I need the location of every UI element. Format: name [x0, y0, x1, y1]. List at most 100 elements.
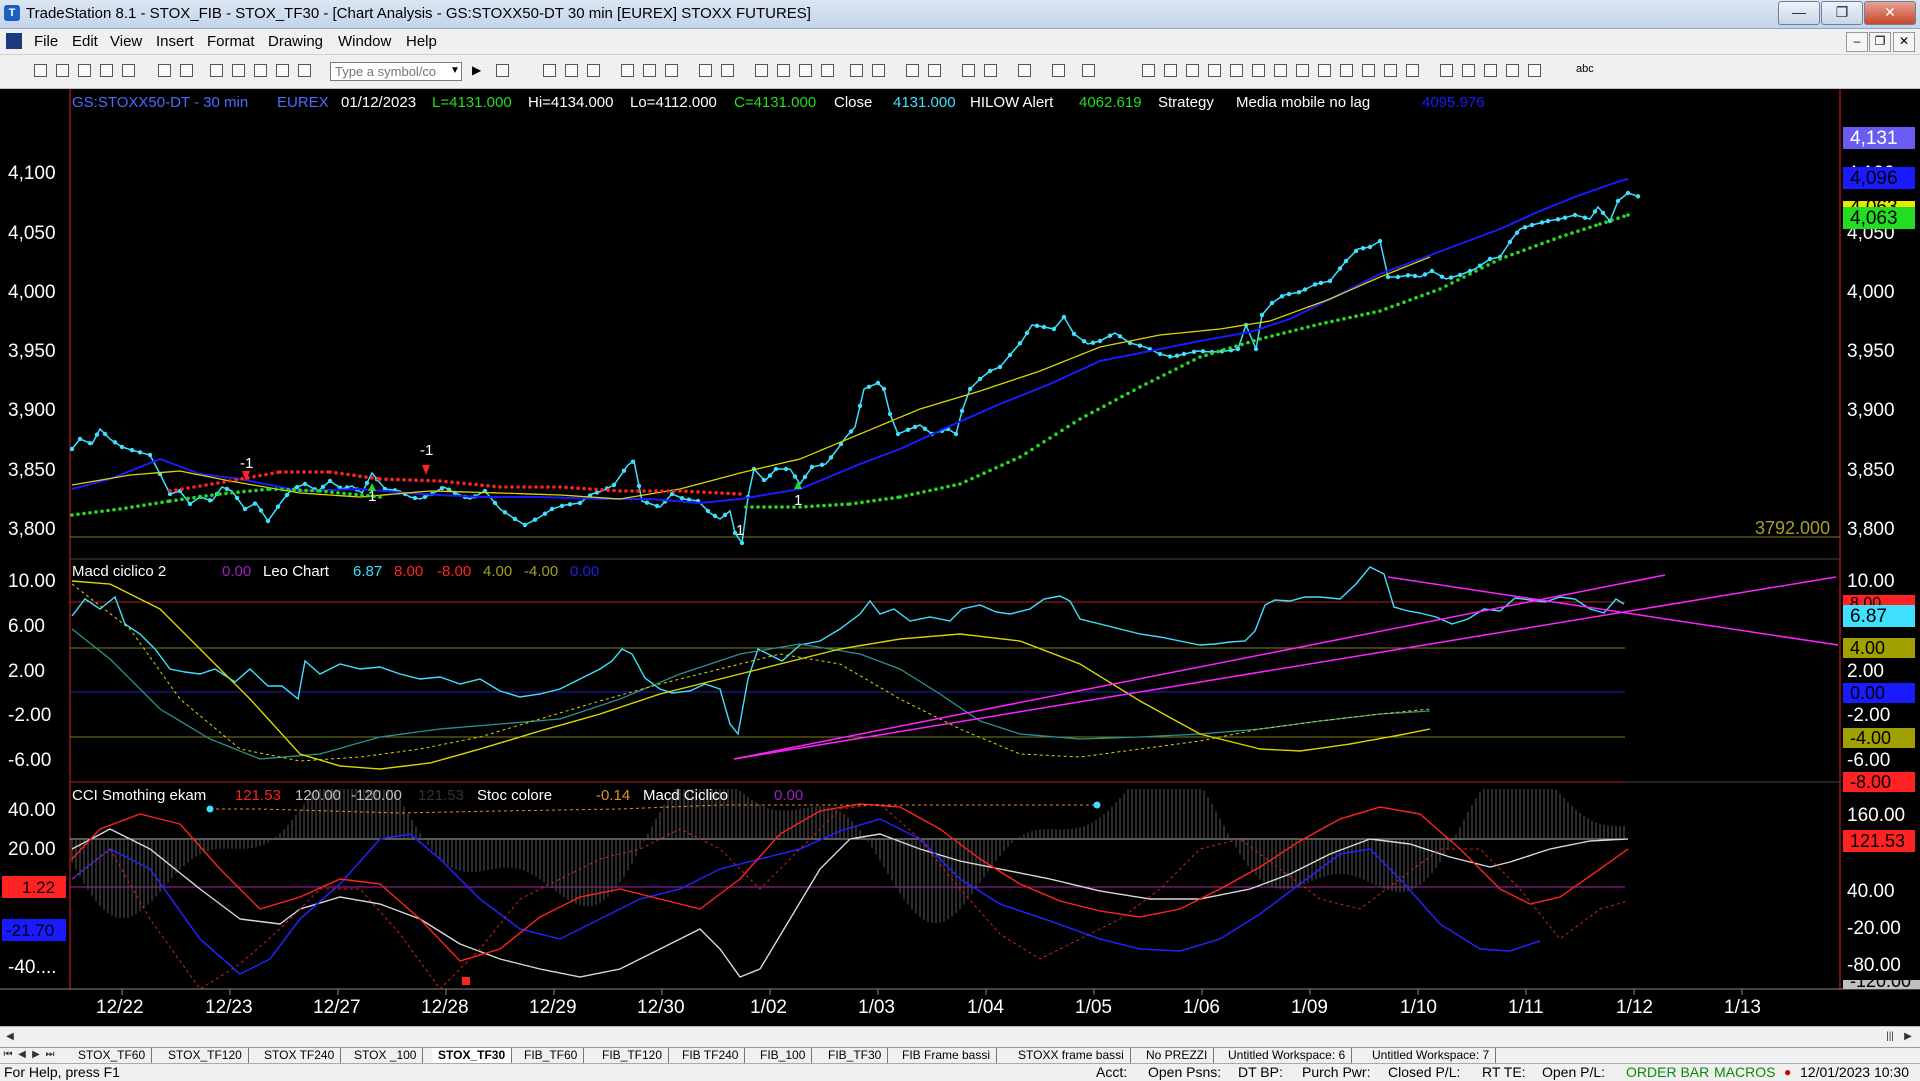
status-macros[interactable]: MACROS	[1714, 1064, 1776, 1080]
hline-icon[interactable]	[1164, 64, 1177, 77]
status-order-bar[interactable]: ORDER BAR	[1626, 1064, 1710, 1080]
vline-icon[interactable]	[1186, 64, 1199, 77]
line-chart-icon[interactable]	[799, 64, 812, 77]
symbol-input[interactable]	[330, 62, 462, 81]
symbol-dropdown-icon[interactable]: ▼	[450, 65, 460, 76]
tab-stox-100[interactable]: STOX _100	[348, 1048, 424, 1063]
tools-icon[interactable]	[276, 64, 289, 77]
bar-chart-icon[interactable]	[755, 64, 768, 77]
mdi-close-button[interactable]: ✕	[1893, 32, 1915, 52]
bar-spacing-icon[interactable]	[850, 64, 863, 77]
tab-first-icon[interactable]: ⏮	[3, 1049, 13, 1060]
text-tool-icon[interactable]: abc	[1576, 63, 1594, 75]
tab-fib-frame-bassi[interactable]: FIB Frame bassi	[896, 1048, 998, 1063]
scanner-icon[interactable]	[643, 64, 656, 77]
insert-indicator-icon[interactable]	[984, 64, 997, 77]
news-icon[interactable]	[721, 64, 734, 77]
optionstation-icon[interactable]	[621, 64, 634, 77]
tab-prev-icon[interactable]: ◀	[18, 1049, 26, 1060]
mdi-minimize-button[interactable]: –	[1846, 32, 1868, 52]
save-all-icon[interactable]	[100, 64, 113, 77]
scroll-left-icon[interactable]: ◀	[6, 1031, 14, 1042]
menu-view[interactable]: View	[110, 33, 143, 50]
trendline-icon[interactable]	[1142, 64, 1155, 77]
scroll-right-icon[interactable]: ▶	[1904, 1031, 1912, 1042]
tab-untitled-6[interactable]: Untitled Workspace: 6	[1222, 1048, 1353, 1063]
new-icon[interactable]	[34, 64, 47, 77]
tab-fib-100[interactable]: FIB_100	[754, 1048, 813, 1063]
maximize-button[interactable]: ❐	[1821, 1, 1863, 25]
timeline-icon[interactable]	[1406, 64, 1419, 77]
go-arrow-icon[interactable]: ▶	[472, 63, 482, 77]
matrix-icon[interactable]	[587, 64, 600, 77]
menu-file[interactable]: File	[34, 33, 59, 50]
candle-icon[interactable]	[777, 64, 790, 77]
andrews-icon[interactable]	[1362, 64, 1375, 77]
price-bar	[654, 503, 660, 509]
tab-stox-tf240[interactable]: STOX TF240	[258, 1048, 342, 1063]
tab-fib-tf240[interactable]: FIB TF240	[676, 1048, 746, 1063]
tab-fib-tf120[interactable]: FIB_TF120	[596, 1048, 670, 1063]
fib-icon[interactable]	[1230, 64, 1243, 77]
tab-stox-tf120[interactable]: STOX_TF120	[162, 1048, 249, 1063]
save-icon[interactable]	[78, 64, 91, 77]
arrow-up-icon[interactable]	[1462, 64, 1475, 77]
tab-fib-tf30[interactable]: FIB_TF30	[822, 1048, 889, 1063]
pointer-icon[interactable]	[962, 64, 975, 77]
price-bar	[294, 484, 300, 490]
tab-no-prezzi[interactable]: No PREZZI	[1140, 1048, 1215, 1063]
globe-icon[interactable]	[298, 64, 311, 77]
window-icon[interactable]	[210, 64, 223, 77]
scroll-grip-icon[interactable]: |||	[1886, 1031, 1894, 1042]
ellipse-icon[interactable]	[1506, 64, 1519, 77]
alert-icon[interactable]	[1052, 64, 1065, 77]
format-icon[interactable]	[1082, 64, 1095, 77]
tab-stox-tf30[interactable]: STOX_TF30	[432, 1048, 513, 1063]
menu-help[interactable]: Help	[406, 33, 437, 50]
find-symbol-icon[interactable]	[496, 64, 509, 77]
menu-insert[interactable]: Insert	[156, 33, 194, 50]
workspace-icon[interactable]	[122, 64, 135, 77]
chart-canvas[interactable]: GS:STOXX50-DT - 30 min EUREX 01/12/2023 …	[0, 89, 1920, 1025]
horizontal-scrollbar[interactable]: ◀ ||| ▶	[0, 1026, 1920, 1047]
tab-last-icon[interactable]: ⏭	[45, 1049, 55, 1060]
cycle-icon[interactable]	[1340, 64, 1353, 77]
pen-icon[interactable]	[1384, 64, 1397, 77]
channel-icon[interactable]	[1208, 64, 1221, 77]
speedline-icon[interactable]	[1274, 64, 1287, 77]
menu-drawing[interactable]: Drawing	[268, 33, 324, 50]
tab-stoxx-frame-bassi[interactable]: STOXX frame bassi	[1012, 1048, 1131, 1063]
data-window-icon[interactable]	[699, 64, 712, 77]
tab-fib-tf60[interactable]: FIB_TF60	[518, 1048, 585, 1063]
arc-icon[interactable]	[1318, 64, 1331, 77]
regression-icon[interactable]	[1296, 64, 1309, 77]
chart-analysis-icon[interactable]	[543, 64, 556, 77]
chart-area[interactable]: GS:STOXX50-DT - 30 min EUREX 01/12/2023 …	[0, 89, 1920, 1025]
menu-window[interactable]: Window	[338, 33, 392, 50]
tab-next-icon[interactable]: ▶	[32, 1049, 40, 1060]
zoom-out-icon[interactable]	[928, 64, 941, 77]
tab-stox-tf60[interactable]: STOX_TF60	[72, 1048, 153, 1063]
arrow-down-icon[interactable]	[1440, 64, 1453, 77]
portfolio-icon[interactable]	[665, 64, 678, 77]
rectangle-icon[interactable]	[1528, 64, 1541, 77]
scroll-right-icon[interactable]	[872, 64, 885, 77]
radar-screen-icon[interactable]	[565, 64, 578, 77]
menu-edit[interactable]: Edit	[72, 33, 98, 50]
gann-icon[interactable]	[1252, 64, 1265, 77]
strategy-icon[interactable]	[1018, 64, 1031, 77]
menu-format[interactable]: Format	[207, 33, 255, 50]
zoom-in-icon[interactable]	[906, 64, 919, 77]
mdi-restore-button[interactable]: ❐	[1869, 32, 1891, 52]
open-icon[interactable]	[56, 64, 69, 77]
pnf-icon[interactable]	[821, 64, 834, 77]
tab-untitled-7[interactable]: Untitled Workspace: 7	[1366, 1048, 1497, 1063]
close-button[interactable]: ✕	[1864, 1, 1916, 25]
print-preview-icon[interactable]	[180, 64, 193, 77]
hilow-dot	[1114, 398, 1118, 402]
print-icon[interactable]	[158, 64, 171, 77]
lock-icon[interactable]	[254, 64, 267, 77]
minimize-button[interactable]: —	[1778, 1, 1820, 25]
up-arrow-icon[interactable]	[1484, 64, 1497, 77]
cascade-icon[interactable]	[232, 64, 245, 77]
